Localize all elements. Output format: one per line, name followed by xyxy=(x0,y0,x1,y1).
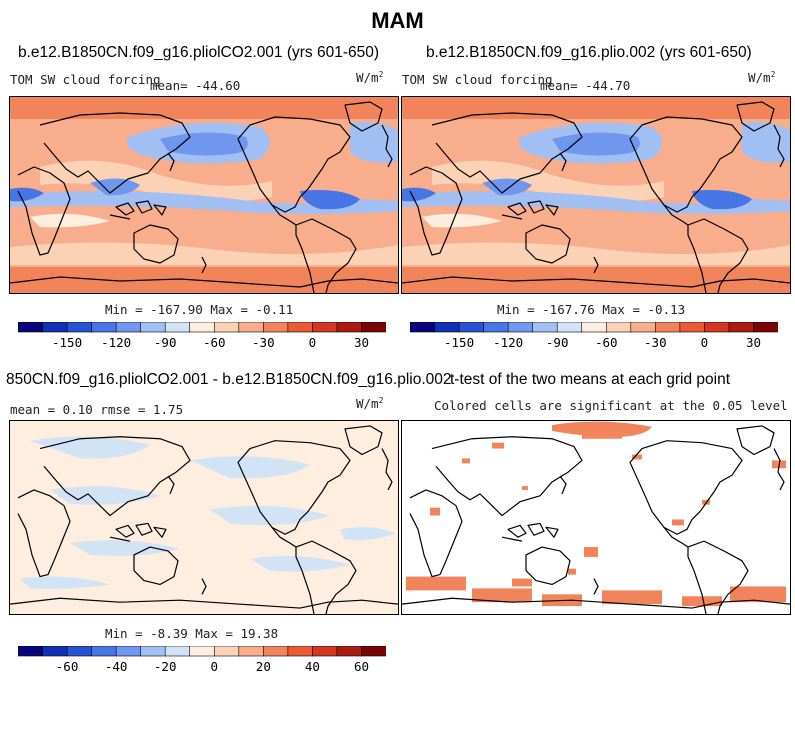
panel-2-mean-label: mean= -44.70 xyxy=(540,78,631,93)
panel-4-map-svg xyxy=(402,421,790,614)
colorbar-2-swatch xyxy=(679,322,706,333)
colorbar-3-swatch xyxy=(213,646,240,657)
colorbar-1-swatch xyxy=(91,322,117,333)
panel-2-map xyxy=(401,96,791,294)
panel-3-minmax: Min = -8.39 Max = 19.38 xyxy=(105,626,279,641)
panel-3-map xyxy=(9,420,399,615)
colorbar-1-tick-label: 0 xyxy=(309,335,317,350)
colorbar-1-swatch xyxy=(66,322,93,333)
colorbar-1: -150 -120 -90 -60 -30 0 30 xyxy=(18,322,386,350)
colorbar-1-swatch xyxy=(263,322,289,333)
colorbar-2-swatch xyxy=(434,322,460,333)
colorbar-3-tick-label: 40 xyxy=(305,659,320,674)
colorbar-3-swatch xyxy=(18,646,44,657)
colorbar-2-swatch xyxy=(655,322,681,333)
colorbar-2-swatch xyxy=(556,322,583,333)
colorbar-2-swatch xyxy=(532,322,558,333)
panel-2-title: b.e12.B1850CN.f09_g16.plio.002 (yrs 601-… xyxy=(426,44,752,61)
panel-3-title: 850CN.f09_g16.pliolCO2.001 - b.e12.B1850… xyxy=(6,371,452,388)
colorbar-3-swatch xyxy=(336,646,363,657)
colorbar-1-tick-label: -150 xyxy=(52,335,82,350)
colorbar-2-tick-label: -120 xyxy=(493,335,523,350)
colorbar-2-tick-label: -150 xyxy=(444,335,474,350)
colorbar-2-swatch xyxy=(630,322,657,333)
colorbar-3-swatch xyxy=(164,646,191,657)
colorbar-3-swatch xyxy=(361,646,386,657)
colorbar-1-tick-label: 30 xyxy=(354,335,369,350)
colorbar-3-swatch xyxy=(66,646,93,657)
colorbar-1-swatch xyxy=(213,322,240,333)
colorbar-3-tick-label: 0 xyxy=(211,659,219,674)
colorbar-1-swatch xyxy=(140,322,166,333)
panel-1-variable-label: TOM SW cloud forcing xyxy=(10,72,161,87)
colorbar-1-swatch xyxy=(312,322,338,333)
colorbar-1-swatch xyxy=(42,322,68,333)
colorbar-2-tick-label: -60 xyxy=(595,335,618,350)
panel-4-title: t-test of the two means at each grid poi… xyxy=(450,371,731,388)
colorbar-1-swatch xyxy=(189,322,216,333)
colorbar-3-swatch xyxy=(189,646,216,657)
colorbar-2-swatch xyxy=(581,322,608,333)
colorbar-1-swatch xyxy=(115,322,142,333)
colorbar-3-swatch xyxy=(238,646,265,657)
panel-1-mean-label: mean= -44.60 xyxy=(150,78,241,93)
colorbar-3-swatch xyxy=(312,646,338,657)
panel-3-map-svg xyxy=(10,421,398,614)
panel-1-minmax: Min = -167.90 Max = -0.11 xyxy=(105,302,294,317)
colorbar-3-swatch xyxy=(287,646,314,657)
colorbar-1-tick-label: -90 xyxy=(154,335,177,350)
panel-2-units: W/m2 xyxy=(748,70,776,86)
colorbar-2-swatch xyxy=(753,322,778,333)
colorbar-2-tick-label: 30 xyxy=(746,335,761,350)
colorbar-3-swatch xyxy=(140,646,166,657)
colorbar-3-tick-label: -40 xyxy=(105,659,128,674)
colorbar-2: -150 -120 -90 -60 -30 0 30 xyxy=(410,322,778,350)
panel-4-map xyxy=(401,420,791,615)
panel-1-title: b.e12.B1850CN.f09_g16.pliolCO2.001 (yrs … xyxy=(18,44,380,61)
panel-3-stats: mean = 0.10 rmse = 1.75 xyxy=(10,402,184,417)
colorbar-1-tick-label: -60 xyxy=(203,335,226,350)
colorbar-1-tick-label: -30 xyxy=(252,335,275,350)
colorbar-1-swatch xyxy=(361,322,386,333)
panel-2-variable-label: TOM SW cloud forcing xyxy=(402,72,553,87)
panel-3-units: W/m2 xyxy=(356,396,384,412)
colorbar-1-swatch xyxy=(18,322,44,333)
colorbar-2-swatch xyxy=(728,322,755,333)
figure-title: MAM xyxy=(371,8,424,33)
colorbar-3-tick-label: -20 xyxy=(154,659,177,674)
colorbar-2-swatch xyxy=(410,322,436,333)
colorbar-3-swatch xyxy=(115,646,142,657)
colorbar-2-swatch xyxy=(507,322,534,333)
colorbar-3-swatch xyxy=(91,646,117,657)
panel-2-minmax: Min = -167.76 Max = -0.13 xyxy=(497,302,686,317)
colorbar-3-tick-label: 20 xyxy=(256,659,271,674)
panel-4-annotation: Colored cells are significant at the 0.0… xyxy=(434,398,788,413)
colorbar-2-tick-label: 0 xyxy=(701,335,709,350)
colorbar-1-tick-label: -120 xyxy=(101,335,131,350)
colorbar-3-tick-label: 60 xyxy=(354,659,369,674)
colorbar-2-tick-label: -90 xyxy=(546,335,569,350)
colorbar-1-swatch xyxy=(336,322,363,333)
colorbar-2-swatch xyxy=(458,322,485,333)
colorbar-3-tick-label: -60 xyxy=(56,659,79,674)
colorbar-2-tick-label: -30 xyxy=(644,335,667,350)
colorbar-1-swatch xyxy=(238,322,265,333)
colorbar-3-swatch xyxy=(42,646,68,657)
colorbar-2-swatch xyxy=(483,322,509,333)
colorbar-3-swatch xyxy=(263,646,289,657)
panel-1-map-svg xyxy=(10,97,398,293)
colorbar-2-swatch xyxy=(605,322,632,333)
colorbar-3: -60 -40 -20 0 20 40 60 xyxy=(18,646,386,674)
colorbar-2-swatch xyxy=(704,322,730,333)
panel-1-map xyxy=(9,96,399,294)
panel-2-map-svg xyxy=(402,97,790,293)
colorbar-1-swatch xyxy=(287,322,314,333)
colorbar-1-swatch xyxy=(164,322,191,333)
panel-1-units: W/m2 xyxy=(356,70,384,86)
